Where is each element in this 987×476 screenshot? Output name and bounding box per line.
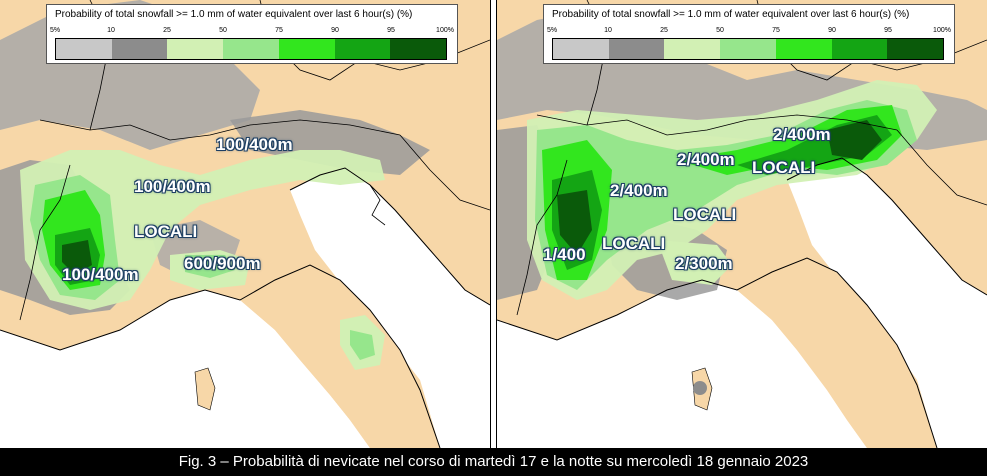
legend-tick: 10 xyxy=(107,27,115,34)
legend-swatch xyxy=(720,39,776,59)
alpine-border xyxy=(39,119,401,141)
prob-zone-10-corsica xyxy=(693,381,707,395)
panel-divider xyxy=(490,0,497,448)
border-france xyxy=(19,164,71,321)
adriatic-sea xyxy=(290,168,490,448)
map-label: 600/900m xyxy=(184,254,261,273)
legend-tick: 90 xyxy=(828,27,836,34)
legend-title: Probability of total snowfall >= 1.0 mm … xyxy=(55,9,413,20)
legend-color-bar xyxy=(55,38,447,60)
legend-tick: 100% xyxy=(933,27,951,34)
tyrrhenian-sea xyxy=(0,290,370,448)
legend-tick: 50 xyxy=(219,27,227,34)
prob-zone-25-south xyxy=(657,240,732,285)
map-label: 100/400m xyxy=(134,177,211,196)
legend-swatch xyxy=(608,39,665,59)
legend-tick: 95 xyxy=(884,27,892,34)
map-label: 100/400m xyxy=(216,135,293,154)
legend-tick: 100% xyxy=(436,27,454,34)
legend-swatch xyxy=(775,39,832,59)
legend-tick: 50 xyxy=(716,27,724,34)
map-label: LOCALI xyxy=(602,234,666,253)
coastline-west xyxy=(497,257,938,448)
italian-peninsula xyxy=(240,265,440,448)
border-slovenia xyxy=(399,134,490,211)
legend-swatch xyxy=(334,39,391,59)
coastline-adriatic xyxy=(289,167,490,306)
map-canvas-left xyxy=(0,0,490,448)
map-label: 2/400m xyxy=(610,181,668,200)
snowfall-map-left: Probability of total snowfall >= 1.0 mm … xyxy=(0,0,490,448)
legend-swatch xyxy=(887,39,944,59)
istria-coast xyxy=(369,184,386,226)
map-label: 2/400m xyxy=(773,125,831,144)
border-slovenia xyxy=(896,129,987,206)
coastline-adriatic xyxy=(786,157,987,296)
snowfall-map-right: Probability of total snowfall >= 1.0 mm … xyxy=(497,0,987,448)
legend-tick: 25 xyxy=(163,27,171,34)
legend-swatch xyxy=(223,39,279,59)
legend-tick: 5% xyxy=(49,27,61,34)
legend-tick: 95 xyxy=(387,27,395,34)
legend-tick: 75 xyxy=(275,27,283,34)
legend: Probability of total snowfall >= 1.0 mm … xyxy=(543,4,955,64)
legend-title: Probability of total snowfall >= 1.0 mm … xyxy=(552,9,910,20)
italian-peninsula xyxy=(737,258,937,448)
tyrrhenian-sea xyxy=(497,280,867,448)
coastline-west xyxy=(0,264,441,448)
legend-color-bar xyxy=(552,38,944,60)
prob-zone-10-alps xyxy=(230,110,430,175)
legend-swatch xyxy=(167,39,224,59)
alpine-border xyxy=(536,114,898,136)
prob-zone-95-alps xyxy=(827,120,882,160)
map-label: 2/400m xyxy=(677,150,735,169)
legend-swatch xyxy=(111,39,168,59)
border-france xyxy=(516,159,568,316)
corsica xyxy=(194,367,216,411)
legend-tick: 5% xyxy=(546,27,558,34)
legend-swatch xyxy=(278,39,335,59)
map-canvas-right xyxy=(497,0,987,448)
legend-swatch xyxy=(664,39,721,59)
legend-swatch xyxy=(390,39,447,59)
legend-swatch xyxy=(831,39,888,59)
legend-ticks: 5% 10 25 50 75 90 95 100% xyxy=(49,27,454,37)
prob-zone-50-south xyxy=(185,255,235,278)
legend: Probability of total snowfall >= 1.0 mm … xyxy=(46,4,458,64)
map-label: LOCALI xyxy=(752,158,816,177)
map-label: 1/400 xyxy=(543,245,586,264)
legend-tick: 10 xyxy=(604,27,612,34)
map-label: 2/300m xyxy=(675,254,733,273)
prob-zone-95 xyxy=(62,240,92,275)
legend-swatch xyxy=(553,39,609,59)
legend-swatch xyxy=(56,39,112,59)
figure-caption: Fig. 3 – Probabilità di nevicate nel cor… xyxy=(0,448,987,476)
map-label: LOCALI xyxy=(134,222,198,241)
prob-zone-50-apennine xyxy=(350,330,375,360)
adriatic-sea xyxy=(787,158,987,448)
legend-tick: 90 xyxy=(331,27,339,34)
legend-tick: 25 xyxy=(660,27,668,34)
legend-ticks: 5% 10 25 50 75 90 95 100% xyxy=(546,27,951,37)
prob-zone-95-west xyxy=(557,190,592,255)
legend-tick: 75 xyxy=(772,27,780,34)
map-label: 100/400m xyxy=(62,265,139,284)
map-label: LOCALI xyxy=(673,205,737,224)
